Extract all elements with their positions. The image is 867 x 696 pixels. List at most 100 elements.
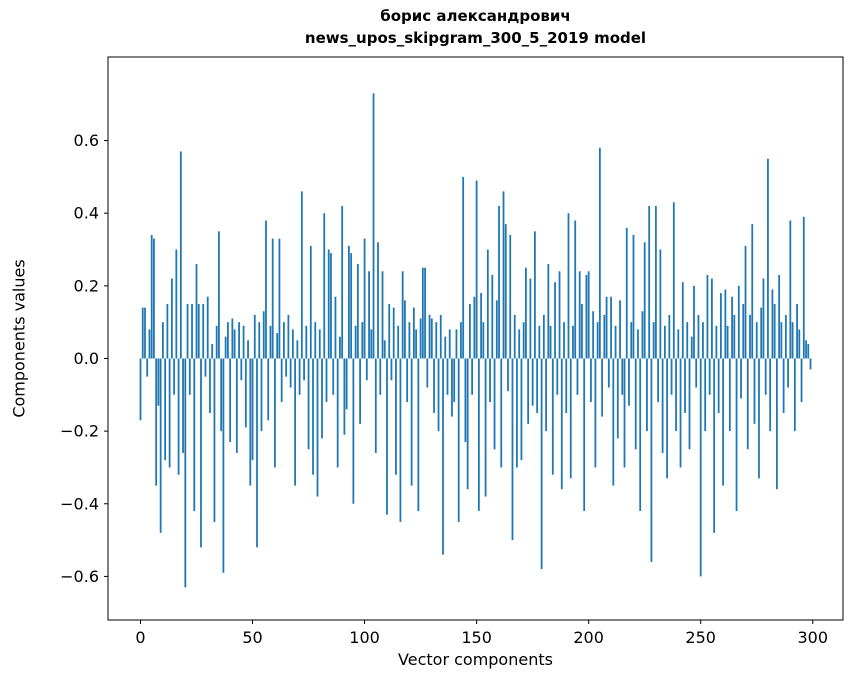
bar [294, 358, 296, 486]
bar [713, 358, 716, 533]
bar [782, 358, 785, 413]
bar [287, 314, 290, 359]
bar [623, 358, 626, 468]
bar [164, 358, 167, 461]
bar [303, 358, 305, 381]
bar [343, 358, 346, 435]
bar [583, 358, 586, 512]
bar [455, 329, 458, 359]
bar [430, 318, 433, 359]
bar [780, 322, 783, 359]
bar [495, 300, 498, 359]
bar [540, 358, 543, 570]
bar [155, 358, 158, 486]
bar [256, 358, 258, 548]
bar [345, 358, 348, 410]
bar [758, 358, 760, 479]
bar [354, 325, 357, 359]
bar [565, 358, 568, 413]
x-tick-label: 0 [135, 628, 145, 647]
x-axis-label: Vector components [398, 650, 553, 669]
bar [173, 358, 175, 395]
bar [558, 271, 561, 359]
bar [686, 322, 689, 359]
bar [473, 296, 476, 359]
bar [372, 93, 375, 359]
bar [348, 245, 350, 359]
bar [704, 358, 707, 432]
bar [392, 307, 395, 359]
bar [549, 325, 552, 359]
bar [226, 322, 229, 359]
bar [784, 314, 787, 359]
x-tick-label: 50 [242, 628, 262, 647]
bar [368, 271, 370, 359]
bar [453, 358, 456, 403]
bar [735, 358, 738, 512]
bar [325, 358, 328, 403]
bar [195, 264, 198, 359]
bar [460, 322, 462, 359]
chart-title: борис александрович news_upos_skipgram_3… [304, 7, 647, 47]
bar [677, 329, 680, 359]
bar [267, 358, 270, 421]
bar [435, 322, 438, 359]
bar [233, 329, 236, 359]
bar [569, 358, 572, 479]
bar [612, 358, 615, 486]
bar [650, 358, 653, 562]
bar [715, 325, 718, 359]
bar [773, 303, 776, 359]
bar [244, 358, 247, 428]
bar [516, 358, 518, 468]
bar [536, 358, 539, 413]
bar [798, 329, 801, 359]
bar [791, 322, 794, 359]
bar [504, 224, 507, 359]
y-tick-label: 0.6 [74, 131, 99, 150]
bar [202, 303, 205, 359]
bar [206, 296, 209, 359]
bar [621, 358, 624, 395]
bar [469, 303, 471, 359]
bar [576, 358, 579, 395]
bar [179, 151, 182, 359]
bar [484, 358, 487, 497]
bar [386, 358, 388, 515]
bar [377, 242, 379, 359]
bar [269, 325, 272, 359]
bar [706, 274, 709, 359]
bar [361, 322, 364, 359]
bar [679, 358, 682, 468]
x-tick-label: 100 [349, 628, 380, 647]
bar [477, 358, 480, 512]
bar [545, 358, 547, 432]
bar [170, 278, 173, 359]
bar [542, 314, 545, 359]
bar [805, 340, 807, 359]
bar [585, 274, 588, 359]
bar [218, 231, 220, 359]
bar [697, 314, 700, 359]
bar [404, 300, 406, 359]
bar [572, 325, 574, 359]
bar [296, 340, 299, 359]
bar [141, 307, 144, 359]
bar [641, 311, 644, 359]
x-tick-label: 300 [797, 628, 828, 647]
bar [341, 205, 344, 359]
bar [330, 253, 332, 359]
bar [551, 358, 554, 475]
bar [283, 322, 285, 359]
bar [693, 285, 695, 359]
bar [726, 325, 729, 359]
bar [471, 358, 474, 395]
bar [177, 358, 180, 475]
bar [762, 278, 765, 359]
bar [733, 314, 736, 359]
bar [314, 322, 317, 359]
bar [708, 358, 711, 395]
bar [746, 358, 749, 450]
bar [793, 358, 796, 432]
bar [749, 314, 751, 359]
